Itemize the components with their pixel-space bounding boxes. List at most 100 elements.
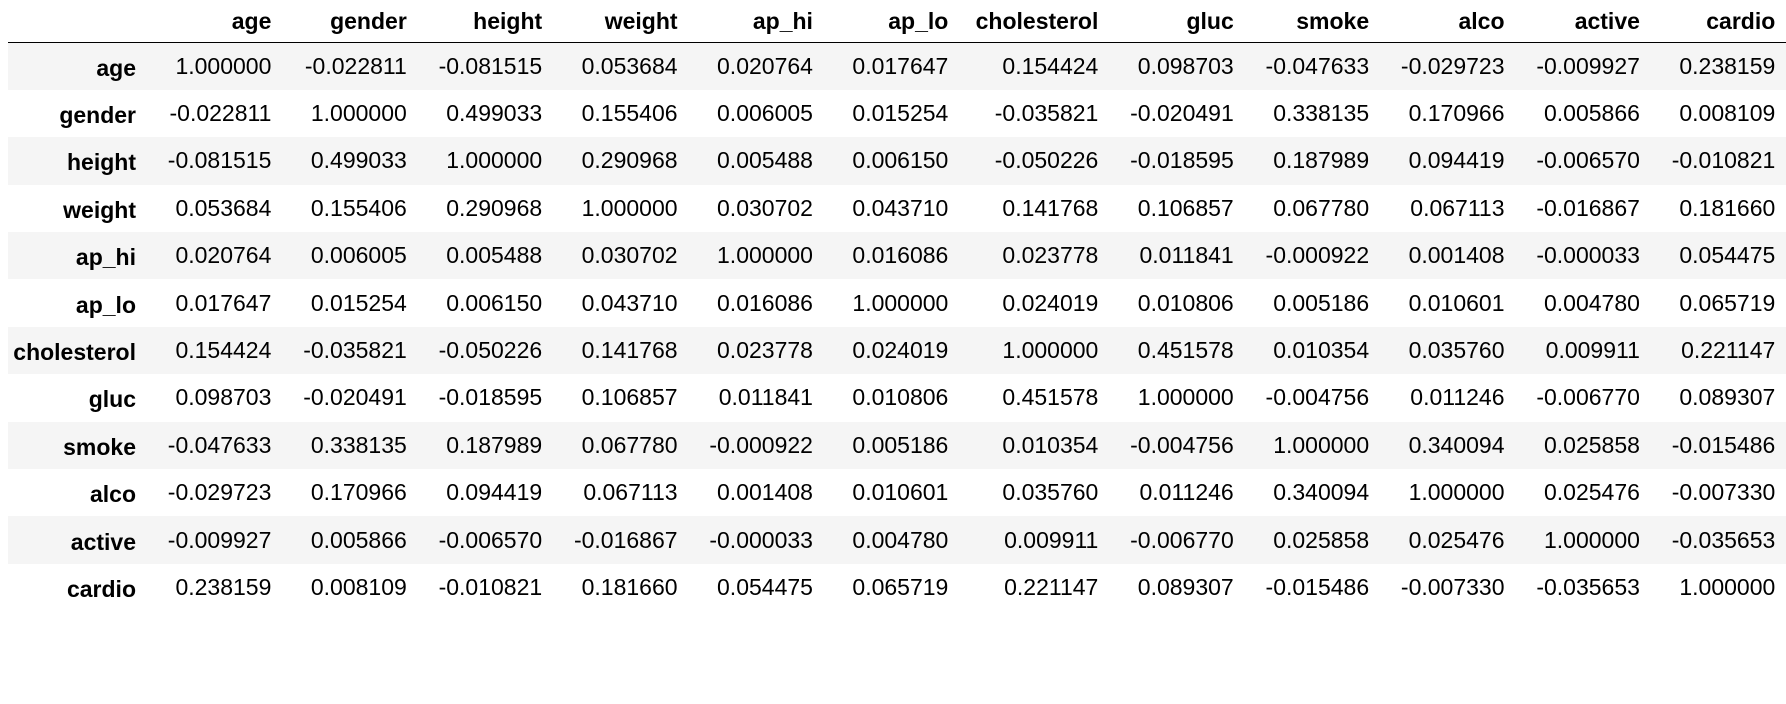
row-index-label: cholesterol	[13, 339, 136, 366]
table-cell: 0.006005	[310, 242, 407, 269]
column-header-age: age	[149, 0, 285, 43]
table-cell: 0.010601	[1408, 289, 1505, 316]
table-cell: 0.035760	[1408, 337, 1505, 364]
table-cell: 0.011246	[1410, 384, 1505, 411]
table-cell: 0.025476	[1408, 526, 1505, 553]
row-index-label: gender	[59, 102, 136, 129]
table-cell: 0.155406	[581, 100, 678, 127]
table-cell: 0.023778	[717, 337, 813, 364]
column-header-gender: gender	[284, 0, 420, 43]
table-cell: -0.047633	[167, 431, 272, 458]
table-cell: 0.008109	[1679, 100, 1776, 127]
table-cell: -0.006770	[1536, 384, 1640, 411]
table-cell: 0.187989	[1273, 147, 1370, 174]
table-cell: -0.035653	[1671, 526, 1776, 553]
row-index-label: ap_hi	[75, 244, 136, 271]
table-cell: 0.238159	[1679, 52, 1776, 79]
table-cell: 0.098703	[1137, 52, 1234, 79]
table-cell: -0.009927	[1536, 52, 1640, 79]
table-cell: 0.011841	[1139, 242, 1234, 269]
table-cell: -0.047633	[1265, 52, 1370, 79]
table-cell: 0.089307	[1679, 384, 1776, 411]
table-cell: -0.020491	[303, 384, 407, 411]
table-cell: 0.005186	[1273, 289, 1370, 316]
table-cell: 0.030702	[581, 242, 678, 269]
table-cell: 0.011246	[1139, 479, 1234, 506]
table-cell: 0.499033	[446, 100, 543, 127]
column-header-alco: alco	[1382, 0, 1518, 43]
table-cell: -0.029723	[1400, 52, 1505, 79]
table-row: cholesterol 0.154424 -0.035821 -0.050226 0.1…	[8, 326, 1786, 375]
table-cell: -0.018595	[1130, 147, 1234, 174]
column-header-cholesterol: cholesterol	[961, 0, 1112, 43]
table-row: gluc 0.098703 -0.020491 -0.018595 0.106857 0.…	[8, 374, 1786, 422]
table-cell: 0.010601	[852, 479, 949, 506]
table-cell: 0.181660	[1679, 194, 1776, 221]
table-body: age 1.000000 -0.022811 -0.081515 0.053684 0.0…	[8, 42, 1786, 612]
table-cell: -0.004756	[1265, 384, 1370, 411]
table-cell: 0.170966	[310, 479, 407, 506]
table-cell: 0.009911	[1545, 337, 1640, 364]
table-cell: -0.035653	[1536, 573, 1640, 600]
table-cell: 0.155406	[310, 194, 407, 221]
table-cell: 0.154424	[1002, 52, 1099, 79]
column-header-active: active	[1517, 0, 1653, 43]
table-cell: -0.081515	[167, 147, 272, 174]
table-cell: 1.000000	[581, 194, 678, 221]
table-cell: -0.022811	[304, 52, 407, 79]
table-cell: 0.043710	[581, 289, 678, 316]
table-cell: -0.035821	[994, 100, 1099, 127]
table-cell: 0.016086	[852, 242, 949, 269]
table-cell: 0.035760	[1002, 479, 1099, 506]
table-cell: 0.340094	[1273, 479, 1370, 506]
table-cell: -0.050226	[438, 337, 543, 364]
table-cell: -0.020491	[1130, 100, 1234, 127]
table-cell: -0.010821	[438, 573, 543, 600]
table-cell: 0.290968	[446, 194, 543, 221]
table-cell: -0.015486	[1265, 573, 1370, 600]
column-header-gluc: gluc	[1111, 0, 1247, 43]
table-cell: -0.018595	[438, 384, 543, 411]
table-cell: 0.290968	[581, 147, 678, 174]
table-cell: 0.009911	[1004, 526, 1099, 553]
table-cell: -0.050226	[994, 147, 1099, 174]
row-index-label: active	[70, 528, 136, 555]
table-cell: -0.016867	[1536, 194, 1640, 221]
table-cell: 0.340094	[1408, 431, 1505, 458]
table-cell: 0.089307	[1137, 573, 1234, 600]
table-cell: 0.054475	[717, 573, 813, 600]
row-index-label: ap_lo	[75, 291, 136, 318]
table-cell: 0.005186	[852, 431, 949, 458]
correlation-table: age gender height weight ap_hi ap_lo cholester…	[8, 0, 1786, 612]
row-index-label: cardio	[66, 575, 136, 602]
table-cell: 1.000000	[1002, 337, 1099, 364]
table-cell: 0.106857	[581, 384, 678, 411]
table-cell: 0.141768	[581, 337, 678, 364]
table-cell: -0.081515	[438, 52, 543, 79]
table-cell: -0.009927	[167, 526, 272, 553]
table-cell: 0.065719	[1679, 289, 1776, 316]
table-cell: 0.221147	[1004, 573, 1099, 600]
table-cell: 0.054475	[1679, 242, 1776, 269]
table-cell: 0.006150	[852, 147, 949, 174]
table-cell: -0.000033	[1536, 242, 1640, 269]
table-cell: 0.043710	[852, 194, 949, 221]
column-header-ap-lo: ap_lo	[825, 0, 962, 43]
table-cell: 0.006150	[446, 289, 543, 316]
table-cell: 0.001408	[1408, 242, 1505, 269]
table-cell: 0.016086	[717, 289, 813, 316]
index-corner-cell	[8, 0, 149, 43]
table-row: alco -0.029723 0.170966 0.094419 0.067113 0.0…	[8, 469, 1786, 517]
table-header: age gender height weight ap_hi ap_lo cholester…	[8, 0, 1786, 43]
table-cell: 0.004780	[852, 526, 949, 553]
table-row: height -0.081515 0.499033 1.000000 0.290968 0…	[8, 137, 1786, 185]
table-cell: 0.005488	[446, 242, 543, 269]
table-cell: 0.154424	[175, 337, 272, 364]
table-cell: 1.000000	[1408, 479, 1505, 506]
table-cell: -0.035821	[303, 337, 407, 364]
table-cell: -0.000922	[1265, 242, 1370, 269]
table-row: ap_lo 0.017647 0.015254 0.006150 0.043710 0.0…	[8, 279, 1786, 327]
table-cell: 0.221147	[1681, 337, 1776, 364]
table-cell: -0.007330	[1671, 479, 1776, 506]
table-cell: 0.187989	[446, 431, 543, 458]
